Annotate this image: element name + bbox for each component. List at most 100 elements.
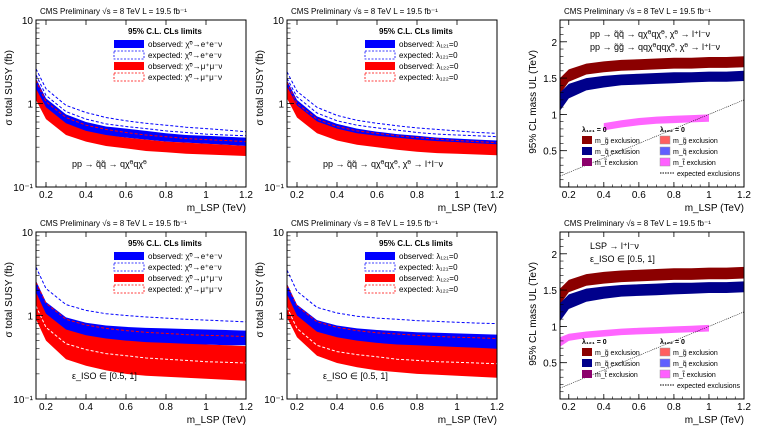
plot-area [36, 68, 246, 156]
plot-area [560, 266, 744, 389]
y-axis-label: σ total SUSY (fb) [255, 262, 266, 337]
legend-label: observed: λ₁₂₁=0 [399, 252, 459, 261]
legend-swatch-observed [365, 40, 395, 48]
x-axis-label: m_LSP (TeV) [438, 415, 497, 426]
y-tick-label: 2 [551, 38, 557, 49]
x-tick-label: 0.2 [290, 402, 304, 413]
expected-line-1 [36, 282, 246, 337]
plot-area [287, 269, 497, 378]
chart-panel-p3: CMS Preliminary √s = 8 TeV L = 19.5 fb⁻¹… [528, 7, 751, 214]
y-tick-label: 1 [278, 312, 284, 323]
band-gluino [560, 56, 744, 95]
y-tick-label: 1 [27, 100, 33, 111]
legend-label: observed: λ₁₂₂=0 [399, 62, 459, 71]
legend-label: m_q̃ exclusion [673, 361, 718, 368]
y-tick-label: 10⁻¹ [13, 395, 33, 406]
band-gluino [560, 266, 744, 305]
annotation-text: pp → g̃g̃ → qqχ̃⁰qqχ̃⁰, χ̃⁰ → l⁺l⁻ν [590, 42, 721, 52]
legend-label: m_q̃ exclusion [595, 361, 640, 368]
legend-label: expected: χ̃⁰→e⁺e⁻ν [148, 263, 222, 272]
x-tick-label: 0.8 [667, 190, 681, 201]
annotation-text: LSP → l⁺l⁻ν [590, 241, 639, 251]
legend-label: m_t̃ exclusion [673, 159, 716, 167]
y-tick-label: 1 [27, 312, 33, 323]
x-axis-label: m_LSP (TeV) [685, 415, 744, 426]
annotation-text: ε_ISO ∈ [0.5, 1] [590, 254, 655, 264]
legend-label: m_g̃ exclusion [673, 350, 718, 357]
expected-line-0 [36, 266, 246, 323]
x-axis-label: m_LSP (TeV) [438, 203, 497, 214]
legend-label: m_t̃ exclusion [673, 371, 716, 379]
plot-area [287, 71, 497, 156]
x-axis-label: m_LSP (TeV) [187, 415, 246, 426]
x-tick-label: 0.8 [667, 402, 681, 413]
x-tick-label: 0.6 [632, 190, 646, 201]
legend-label: expected: λ₁₂₂=0 [399, 73, 458, 82]
legend-title: 95% C.L. CLs limits [128, 27, 202, 36]
legend-title: λ₁₂₁ = 0 [582, 126, 607, 134]
legend-swatch-hatched [659, 358, 671, 368]
x-tick-label: 0.6 [119, 190, 133, 201]
plot-area [560, 56, 744, 177]
legend-label: m_g̃ exclusion [595, 350, 640, 357]
y-tick-label: 1 [551, 322, 557, 333]
legend-swatch-hatched [659, 146, 671, 156]
x-tick-label: 1.2 [239, 402, 253, 413]
x-tick-label: 0.4 [597, 190, 611, 201]
expected-line-2 [287, 81, 497, 144]
chart-header: CMS Preliminary √s = 8 TeV L = 19.5 fb⁻¹ [40, 219, 187, 228]
x-tick-label: 0.6 [370, 190, 384, 201]
x-tick-label: 1.2 [737, 402, 751, 413]
band-stop [603, 114, 709, 131]
legend-label: m_q̃ exclusion [673, 149, 718, 156]
x-tick-label: 1 [203, 402, 209, 413]
legend-swatch-solid [582, 348, 592, 356]
legend-label: expected: λ₁₂₂=0 [399, 285, 458, 294]
x-tick-label: 0.4 [330, 402, 344, 413]
legend-swatch-hatched [659, 369, 671, 379]
y-tick-label: 0.5 [543, 359, 557, 370]
annotation-text: pp → q̃q̃ → qχ̃⁰qχ̃⁰ [72, 159, 147, 169]
x-tick-label: 1 [454, 190, 460, 201]
y-axis-label: σ total SUSY (fb) [4, 50, 15, 125]
legend-label: expected: χ̃⁰→μ⁺μ⁻ν [148, 73, 222, 82]
legend-label: m_q̃ exclusion [595, 149, 640, 156]
y-tick-label: 10 [22, 16, 34, 27]
legend-swatch-hatched [659, 157, 671, 167]
legend-label: m_t̃ exclusion [595, 159, 638, 167]
legend-label: expected: χ̃⁰→e⁺e⁻ν [148, 51, 222, 60]
y-tick-label: 10 [22, 228, 34, 239]
band-observed-mu [36, 88, 246, 156]
legend-label: expected: λ₁₂₁=0 [399, 263, 458, 272]
x-tick-label: 0.6 [632, 402, 646, 413]
band-observed-l122 [287, 86, 497, 156]
y-tick-label: 10 [273, 16, 285, 27]
legend-label: observed: χ̃⁰→e⁺e⁻ν [148, 252, 222, 261]
x-tick-label: 1 [454, 402, 460, 413]
chart-header: CMS Preliminary √s = 8 TeV L = 19.5 fb⁻¹ [564, 219, 711, 228]
x-tick-label: 1 [203, 190, 209, 201]
x-tick-label: 0.2 [39, 402, 53, 413]
expected-line-2 [36, 79, 246, 143]
chart-panel-p1: CMS Preliminary √s = 8 TeV L = 19.5 fb⁻¹… [4, 7, 253, 214]
legend-swatch-expected [113, 284, 145, 294]
annotation-text: ε_ISO ∈ [0.5, 1] [72, 371, 137, 381]
legend-swatch-expected [113, 50, 145, 60]
axes-frame [559, 231, 745, 400]
legend-title: λ₁₂₁ = 0 [582, 338, 607, 346]
x-tick-label: 0.2 [290, 190, 304, 201]
y-tick-label: 1.5 [543, 286, 557, 297]
y-tick-label: 2 [551, 250, 557, 261]
legend-label: expected: χ̃⁰→μ⁺μ⁻ν [148, 285, 222, 294]
x-axis-label: m_LSP (TeV) [685, 203, 744, 214]
legend-swatch-observed [114, 252, 144, 260]
expected-line-1 [36, 74, 246, 137]
y-axis-label: 95% CL mass UL (TeV) [528, 50, 539, 154]
legend-swatch-expected [364, 72, 396, 82]
legend-swatch-observed [365, 252, 395, 260]
legend-swatch-observed [114, 40, 144, 48]
legend-label: expected: λ₁₂₁=0 [399, 51, 458, 60]
x-tick-label: 1 [706, 402, 712, 413]
chart-panel-p5: CMS Preliminary √s = 8 TeV L = 19.5 fb⁻¹… [255, 219, 504, 426]
